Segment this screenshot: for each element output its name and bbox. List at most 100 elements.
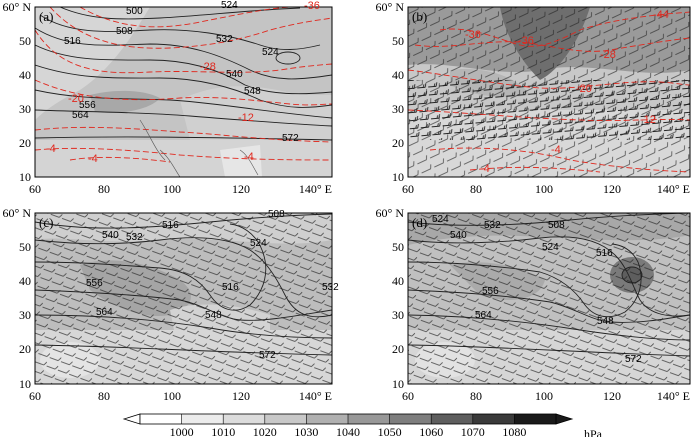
lat-tick: 10: [392, 170, 404, 184]
contour-label: 524: [250, 238, 267, 249]
lon-tick: 80: [98, 389, 110, 403]
lon-tick: 140° E: [299, 182, 332, 196]
panel-a: 500 508 516 524 532 524 540 548 556 564 …: [3, 0, 333, 196]
colorbar-cell: [181, 414, 224, 424]
lat-tick: 30: [392, 102, 404, 116]
contour-label: 532: [484, 220, 501, 231]
lon-tick: 80: [470, 389, 482, 403]
lon-tick: 100: [163, 389, 181, 403]
contour-label: 540: [102, 230, 119, 241]
lat-tick: 10: [392, 377, 404, 391]
panel-a-lat-axis: 60° N 50 40 30 20 10: [3, 0, 32, 184]
lat-tick: 40: [392, 68, 404, 82]
panel-b-red-contour-labels: -44 -36 -36 -28 -20 -12 -4 -4: [465, 9, 669, 175]
temperature-label: -28: [600, 49, 616, 61]
colorbar-cell: [431, 414, 474, 424]
colorbar-tick-label: 1000: [170, 425, 194, 437]
temperature-label: -36: [304, 0, 320, 12]
lon-tick: 100: [535, 389, 553, 403]
lon-tick: 60: [402, 182, 414, 196]
contour-label: 524: [221, 0, 238, 11]
panel-a-lon-axis: 60 80 100 120 140° E: [29, 182, 332, 196]
contour-label: 548: [597, 316, 614, 327]
contour-label: 540: [450, 230, 467, 241]
temperature-label: -36: [518, 35, 534, 47]
contour-label: 564: [96, 307, 113, 318]
colorbar-cell: [472, 414, 515, 424]
temperature-label: -44: [653, 9, 669, 21]
contour-label: 516: [596, 248, 613, 259]
colorbar-tick-label: 1060: [419, 425, 443, 437]
colorbar-tick-label: 1010: [211, 425, 235, 437]
colorbar-cell: [348, 414, 390, 424]
panel-b-lat-axis: 60° N 50 40 30 20 10: [376, 0, 405, 184]
contour-label: 516: [64, 36, 81, 47]
lat-tick: 10: [19, 377, 31, 391]
contour-label: 532: [126, 232, 143, 243]
colorbar-cells: [122, 413, 574, 425]
panel-d-black-contour-labels: 524 540 532 508 524 516 556 564 548 572: [432, 214, 642, 365]
contour-label: 524: [542, 242, 559, 253]
lon-tick: 120: [232, 389, 250, 403]
contour-label: 524: [432, 214, 449, 225]
panel-b-lon-axis: 60 80 100 120 140° E: [402, 182, 690, 196]
temperature-label: -4: [244, 151, 254, 163]
lat-tick: 50: [392, 34, 404, 48]
panel-label: (d): [412, 215, 427, 230]
contour-label: 556: [482, 286, 499, 297]
panel-c-lat-axis: 60° N 50 40 30 20 10: [3, 206, 32, 391]
lon-tick: 140° E: [657, 389, 690, 403]
lon-tick: 80: [470, 182, 482, 196]
lon-tick: 60: [29, 182, 41, 196]
temperature-label: -4: [480, 163, 490, 175]
lon-tick: 100: [163, 182, 181, 196]
lon-tick: 140° E: [299, 389, 332, 403]
lat-tick: 30: [19, 308, 31, 322]
lon-tick: 120: [232, 182, 250, 196]
lat-tick: 10: [19, 170, 31, 184]
panel-d: 524 540 532 508 524 516 556 564 548 572 …: [376, 206, 691, 403]
colorbar-tick-label: 1040: [336, 425, 360, 437]
contour-label: 524: [262, 47, 279, 58]
colorbar-tick-label: 1020: [253, 425, 277, 437]
lon-tick: 60: [29, 389, 41, 403]
colorbar-min-arrow: [122, 413, 141, 425]
colorbar-tick-label: 1050: [378, 425, 402, 437]
colorbar-tick-label: 1030: [294, 425, 318, 437]
contour-label: 516: [162, 220, 179, 231]
contour-label: 572: [625, 354, 642, 365]
lat-tick: 50: [19, 240, 31, 254]
lat-tick: 60° N: [3, 206, 32, 220]
colorbar-max-arrow: [555, 413, 574, 425]
temperature-label: -12: [640, 114, 656, 126]
contour-label: 500: [126, 6, 143, 17]
contour-label: 548: [205, 310, 222, 321]
lon-tick: 120: [603, 389, 621, 403]
lat-tick: 50: [19, 34, 31, 48]
lat-tick: 20: [19, 136, 31, 150]
contour-label: 548: [244, 86, 261, 97]
colorbar-cell: [223, 414, 266, 424]
contour-label: 532: [216, 34, 233, 45]
lon-tick: 60: [402, 389, 414, 403]
contour-label: 572: [282, 133, 299, 144]
panel-a-red-contour-labels: -36 -28 -20 -12 -4 -4 -4: [46, 0, 320, 165]
temperature-label: -4: [551, 144, 561, 156]
temperature-label: -28: [200, 61, 216, 73]
contour-label: 556: [86, 278, 103, 289]
lat-tick: 40: [392, 274, 404, 288]
contour-label: 508: [268, 209, 285, 220]
lat-tick: 20: [19, 342, 31, 356]
lon-tick: 80: [98, 182, 110, 196]
lon-tick: 100: [535, 182, 553, 196]
lat-tick: 40: [19, 68, 31, 82]
temperature-label: -4: [88, 153, 98, 165]
lat-tick: 60° N: [3, 0, 32, 14]
colorbar-cell: [306, 414, 349, 424]
colorbar-cell: [514, 414, 557, 424]
lat-tick: 30: [392, 308, 404, 322]
contour-label: 556: [79, 100, 96, 111]
panel-c-lon-axis: 60 80 100 120 140° E: [29, 389, 332, 403]
panel-label: (b): [412, 9, 427, 24]
